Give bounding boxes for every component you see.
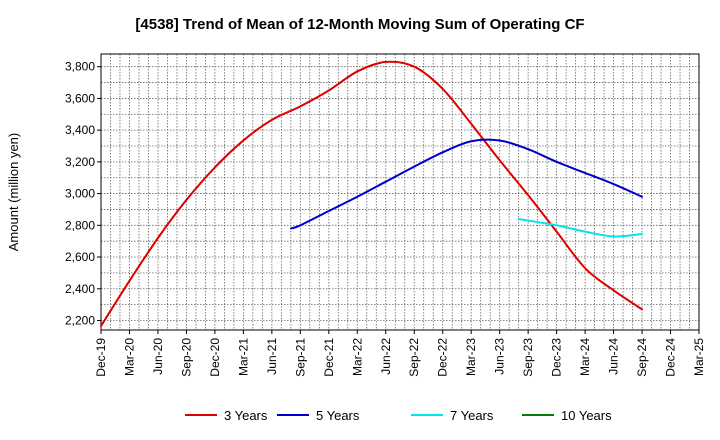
y-tick-label: 3,800: [65, 60, 95, 74]
x-tick-label: Dec-21: [322, 338, 336, 377]
chart-title: [4538] Trend of Mean of 12-Month Moving …: [135, 16, 584, 33]
x-tick-label: Mar-23: [464, 338, 478, 376]
y-tick-label: 2,800: [65, 218, 95, 232]
x-tick-label: Mar-21: [236, 338, 250, 376]
plot-frame: [100, 53, 700, 331]
gridlines: [101, 54, 699, 330]
series-line-5-years: [289, 138, 644, 230]
legend-label-10-years: 10 Years: [561, 408, 612, 423]
y-axis-label: Amount (million yen): [6, 133, 21, 252]
y-tick-label: 3,200: [65, 155, 95, 169]
x-tick-label: Dec-19: [94, 338, 108, 377]
y-tick-label: 3,600: [65, 91, 95, 105]
x-tick-label: Dec-24: [664, 338, 678, 377]
legend: 3 Years 5 Years 7 Years 10 Years: [185, 408, 612, 423]
series-lines: [100, 60, 644, 328]
legend-label-3-years: 3 Years: [224, 408, 268, 423]
x-tick-label: Mar-25: [692, 338, 706, 376]
x-tick-label: Jun-24: [607, 338, 621, 375]
series-line-7-years: [517, 217, 644, 238]
y-tick-label: 3,000: [65, 187, 95, 201]
y-tick-label: 2,400: [65, 282, 95, 296]
x-tick-label: Jun-23: [493, 338, 507, 375]
legend-label-7-years: 7 Years: [450, 408, 494, 423]
x-tick-label: Sep-24: [635, 338, 649, 377]
legend-label-5-years: 5 Years: [316, 408, 360, 423]
x-axis-ticks: Dec-19 Mar-20 Jun-20 Sep-20 Dec-20 Mar-21 Jun-…: [94, 330, 706, 377]
x-tick-label: Dec-20: [208, 338, 222, 377]
x-tick-label: Sep-23: [521, 338, 535, 377]
y-axis-ticks: 2,200 2,400 2,600 2,800 3,000 3,200 3,400 3,600…: [65, 60, 101, 327]
x-tick-label: Dec-23: [550, 338, 564, 377]
x-tick-label: Jun-22: [379, 338, 393, 375]
y-tick-label: 3,400: [65, 123, 95, 137]
y-tick-label: 2,200: [65, 313, 95, 327]
x-tick-label: Dec-22: [436, 338, 450, 377]
x-tick-label: Sep-21: [293, 338, 307, 377]
x-tick-label: Mar-22: [350, 338, 364, 376]
x-tick-label: Jun-21: [265, 338, 279, 375]
x-tick-label: Jun-20: [151, 338, 165, 375]
plot-area: [101, 54, 699, 330]
x-tick-label: Mar-20: [122, 338, 136, 376]
x-tick-label: Sep-22: [407, 338, 421, 377]
x-tick-label: Sep-20: [179, 338, 193, 377]
y-tick-label: 2,600: [65, 250, 95, 264]
series-line-3-years: [100, 60, 644, 328]
x-tick-label: Mar-24: [578, 338, 592, 376]
